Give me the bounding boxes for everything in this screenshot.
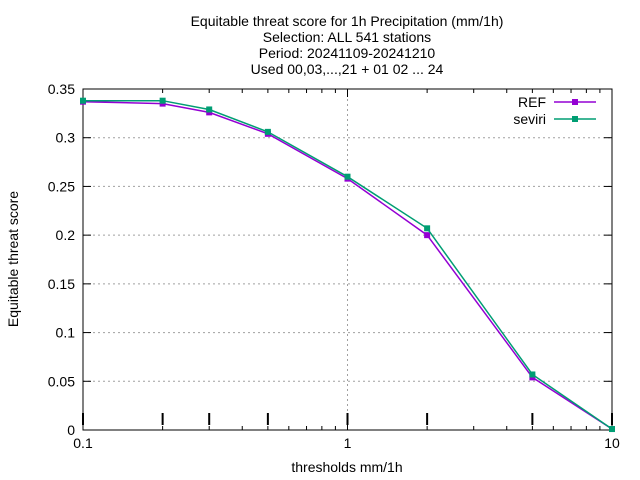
legend-label-ref: REF [518, 94, 546, 110]
legend-label-seviri: seviri [513, 111, 546, 127]
data-point-seviri [424, 225, 431, 232]
y-axis-label: Equitable threat score [5, 191, 21, 327]
grid-lines [83, 89, 612, 430]
y-tick-label: 0.3 [56, 130, 76, 146]
legend-marker-seviri [572, 116, 578, 122]
series-lines [80, 97, 615, 433]
threshold-markers [82, 413, 613, 425]
legend-marker-ref [572, 99, 578, 105]
title-line-4: Used 00,03,...,21 + 01 02 ... 24 [251, 61, 444, 77]
data-point-seviri [80, 97, 86, 104]
data-point-ref [424, 232, 431, 239]
y-tick-label: 0.1 [56, 325, 76, 341]
chart-title: Equitable threat score for 1h Precipitat… [191, 13, 504, 77]
x-axis-label: thresholds mm/1h [291, 459, 402, 475]
data-point-seviri [206, 106, 213, 113]
title-line-3: Period: 20241109-20241210 [259, 45, 436, 61]
y-tick-label: 0.25 [48, 178, 75, 194]
data-point-seviri [159, 97, 166, 104]
plot-border [82, 88, 613, 431]
y-tick-label: 0.35 [48, 81, 75, 97]
x-tick-label: 0.1 [73, 435, 93, 451]
x-tick-label: 1 [344, 435, 352, 451]
data-point-seviri [264, 128, 271, 135]
x-tick-label: 10 [604, 435, 620, 451]
series-line-seviri [83, 99, 613, 430]
title-line-2: Selection: ALL 541 stations [263, 29, 431, 45]
axes: 0 0.05 0.1 0.15 0.2 0.25 0.3 0.35 0.1 1 10 [48, 81, 620, 451]
y-tick-label: 0.2 [56, 227, 76, 243]
data-point-seviri [609, 426, 615, 433]
title-line-1: Equitable threat score for 1h Precipitat… [191, 13, 504, 29]
y-tick-label: 0.15 [48, 276, 75, 292]
series-line-ref [82, 100, 613, 430]
data-point-seviri [344, 173, 351, 180]
data-point-seviri [529, 371, 536, 378]
y-tick-label: 0.05 [48, 373, 75, 389]
y-tick-label: 0 [67, 422, 75, 438]
